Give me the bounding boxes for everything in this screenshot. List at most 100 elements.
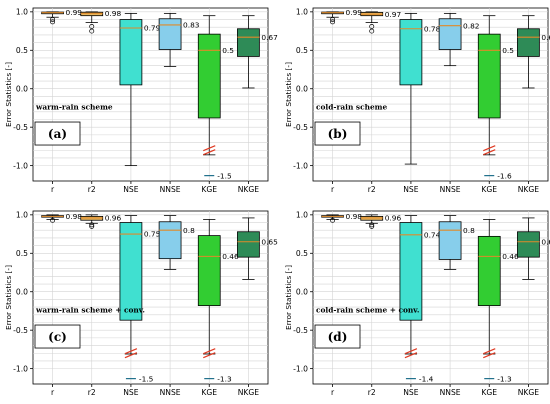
y-axis-label: Error Statistics [-] <box>284 62 293 127</box>
y-tick-label: 1.0 <box>296 211 308 220</box>
y-tick-label: 0.0 <box>16 84 28 93</box>
x-tick-label-nkge: NKGE <box>238 388 260 397</box>
outlier-point <box>89 222 95 228</box>
box-nkge: 0.67 <box>237 15 278 89</box>
x-tick-label-nse: NSE <box>123 388 139 397</box>
x-tick-label-nkge: NKGE <box>518 388 540 397</box>
outlier-point <box>89 223 95 229</box>
box-nkge: 0.65 <box>237 217 278 280</box>
median-value-label: 0.83 <box>183 21 200 30</box>
box-r2: 0.97 <box>360 10 402 34</box>
x-tick-label-nnse: NNSE <box>440 185 461 194</box>
low-value-label: -1.3 <box>217 374 232 383</box>
y-tick-label: 0.5 <box>16 249 28 258</box>
box-body <box>237 231 260 258</box>
x-tick-label-r: r <box>331 185 335 194</box>
median-value-label: 0.74 <box>424 230 441 239</box>
box-r: 0.99 <box>41 8 83 25</box>
median-value-label: 0.99 <box>66 8 83 17</box>
box-nse: 0.78 <box>399 12 441 165</box>
y-tick-label: 0.5 <box>296 46 308 55</box>
y-tick-label: -1.0 <box>293 161 308 170</box>
box-body <box>80 11 104 17</box>
outlier-point <box>369 223 375 229</box>
y-tick-label: -1.0 <box>293 364 308 373</box>
box-body <box>438 221 462 260</box>
y-tick-label: 1.0 <box>16 211 28 220</box>
scheme-label: cold-rain scheme <box>316 102 387 111</box>
chart-panel-b: 1.0 0.5 0.0 -0.5 -1.0 Error Statistics [-] r r2… <box>284 8 550 194</box>
plot-area <box>32 210 269 385</box>
box-body <box>517 231 540 258</box>
x-tick-label-r2: r2 <box>368 185 376 194</box>
low-value-label: -1.6 <box>497 171 512 180</box>
outlier-point <box>50 19 56 25</box>
box-body <box>237 28 260 57</box>
median-value-label: 0.8 <box>183 226 195 235</box>
outlier-point <box>330 17 336 22</box>
box-r: 0.98 <box>321 212 362 223</box>
outlier-point <box>369 28 375 34</box>
box-body <box>119 19 143 86</box>
median-value-label: 0.98 <box>105 9 122 18</box>
y-axis-label: Error Statistics [-] <box>284 265 293 330</box>
y-tick-label: 0.0 <box>296 84 308 93</box>
box-r2: 0.98 <box>80 9 122 34</box>
box-body <box>119 222 143 321</box>
x-tick-label-r2: r2 <box>88 185 96 194</box>
x-tick-label-r: r <box>51 388 55 397</box>
low-value-label: -1.3 <box>497 374 512 383</box>
y-tick-label: -0.5 <box>293 123 308 132</box>
panel-letter: (a) <box>48 127 67 141</box>
outlier-point <box>369 222 375 228</box>
y-tick-label: 1.0 <box>16 8 28 17</box>
median-value-label: 0.79 <box>144 24 161 33</box>
low-value-label: -1.5 <box>139 374 154 383</box>
box-nnse: 0.8 <box>158 215 195 270</box>
outlier-point <box>330 19 336 25</box>
y-tick-label: -1.0 <box>13 161 28 170</box>
y-tick-label: 0.5 <box>16 46 28 55</box>
low-value-label: -1.4 <box>419 374 434 383</box>
median-value-label: 0.67 <box>261 33 278 42</box>
x-tick-label-kge: KGE <box>481 388 497 397</box>
y-tick-label: 0.5 <box>296 249 308 258</box>
box-body <box>197 235 221 306</box>
outlier-point <box>50 17 56 22</box>
median-value-label: 0.5 <box>502 46 514 55</box>
axis-break-marker <box>124 348 138 359</box>
panel-letter: (c) <box>48 330 67 344</box>
box-body <box>477 33 501 119</box>
box-nkge: 0.65 <box>517 217 550 280</box>
y-tick-label: -1.0 <box>13 364 28 373</box>
box-body <box>158 221 182 260</box>
median-value-label: 0.46 <box>502 252 519 261</box>
plot-area <box>312 7 549 182</box>
median-value-label: 0.97 <box>385 10 402 19</box>
box-nnse: 0.8 <box>438 215 475 270</box>
chart-panel-c: 1.0 0.5 0.0 -0.5 -1.0 Error Statistics [-] r r2… <box>4 211 278 397</box>
x-tick-label-r: r <box>51 185 55 194</box>
axis-break-marker <box>483 348 496 359</box>
y-tick-label: -0.5 <box>293 326 308 335</box>
median-value-label: 0.75 <box>144 230 161 239</box>
median-value-label: 0.67 <box>541 33 550 42</box>
outlier-point <box>330 217 336 223</box>
box-nse: 0.74 -1.4 <box>399 215 441 383</box>
x-tick-label-r2: r2 <box>368 388 376 397</box>
panel-letter-box <box>34 324 81 349</box>
box-nnse: 0.83 <box>158 12 200 67</box>
median-value-label: 0.46 <box>222 252 239 261</box>
chart-panel-d: 1.0 0.5 0.0 -0.5 -1.0 Error Statistics [-] r r2… <box>284 211 550 397</box>
box-body <box>517 28 540 57</box>
x-tick-label-kge: KGE <box>201 185 217 194</box>
box-kge: 0.46 -1.3 <box>197 219 239 383</box>
median-value-label: 0.78 <box>424 24 441 33</box>
x-tick-label-nnse: NNSE <box>160 185 181 194</box>
median-value-label: 0.5 <box>222 46 234 55</box>
chart-panel-a: 1.0 0.5 0.0 -0.5 -1.0 Error Statistics [-] r r2… <box>4 8 278 194</box>
panel-letter: (d) <box>328 330 348 344</box>
box-nkge: 0.67 <box>517 15 550 89</box>
axis-break-marker <box>203 348 216 359</box>
